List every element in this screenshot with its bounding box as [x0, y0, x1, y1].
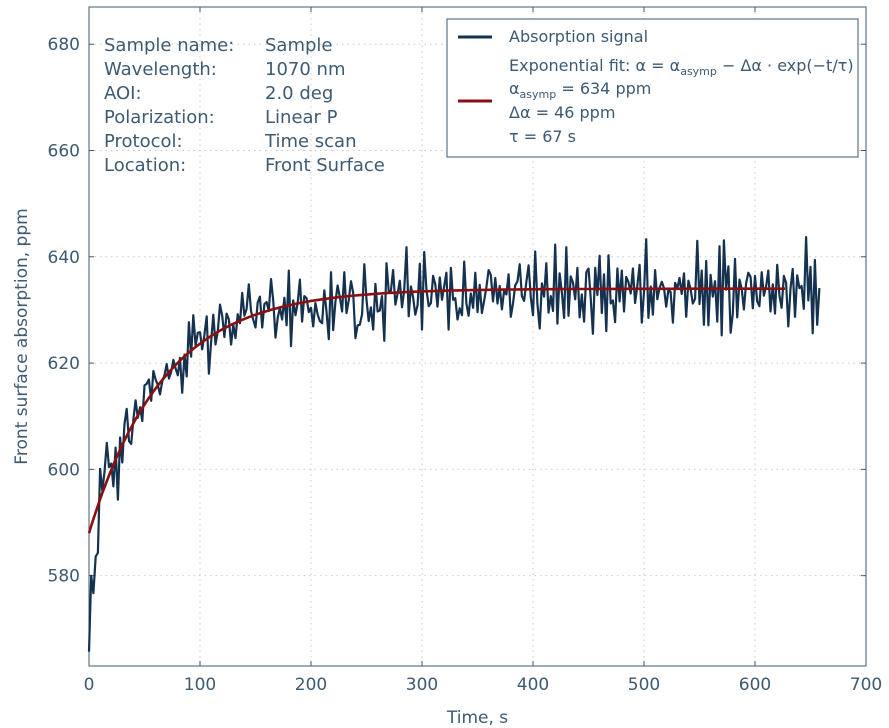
info-value-protocol: Time scan — [264, 131, 357, 152]
info-key-protocol: Protocol: — [104, 131, 183, 152]
info-block: Sample name: Sample Wavelength: 1070 nm … — [104, 35, 385, 176]
param1-subscript: asymp — [520, 88, 557, 101]
param1-symbol: α — [509, 79, 520, 98]
param1-value: = 634 ppm — [556, 79, 651, 98]
series-line-exponential-fit — [87, 287, 785, 534]
info-key-aoi: AOI: — [104, 83, 142, 104]
series-line-absorption-signal — [87, 236, 821, 652]
legend-label-absorption-signal: Absorption signal — [509, 27, 648, 46]
info-key-sample-name: Sample name: — [104, 35, 234, 56]
y-tick-label: 600 — [48, 460, 80, 480]
legend-param-delta-alpha: Δα = 46 ppm — [509, 103, 615, 122]
y-axis-title: Front surface absorption, ppm — [12, 208, 32, 464]
y-tick-label: 660 — [48, 141, 80, 161]
legend-param-tau: τ = 67 s — [509, 127, 576, 146]
legend: Absorption signal Exponential fit: α = α… — [446, 18, 859, 158]
y-tick-label: 620 — [48, 354, 80, 374]
x-tick-label: 0 — [84, 675, 95, 695]
legend-label-exponential-fit: Exponential fit: α = αasymp − Δα · exp(−… — [509, 56, 854, 78]
info-key-wavelength: Wavelength: — [104, 59, 217, 80]
fit-label-subscript: asymp — [680, 65, 717, 78]
info-value-aoi: 2.0 deg — [265, 83, 333, 104]
x-tick-label: 300 — [406, 675, 438, 695]
info-value-wavelength: 1070 nm — [265, 59, 345, 80]
info-key-polarization: Polarization: — [104, 107, 215, 128]
x-tick-labels: 0 100 200 300 400 500 600 700 — [84, 675, 883, 695]
x-tick-label: 700 — [850, 675, 882, 695]
info-value-location: Front Surface — [265, 155, 385, 176]
x-tick-label: 100 — [184, 675, 216, 695]
x-tick-label: 600 — [739, 675, 771, 695]
legend-box — [446, 18, 859, 158]
info-value-sample-name: Sample — [265, 35, 333, 56]
x-tick-label: 200 — [295, 675, 327, 695]
fit-label-tail: − Δα · exp(−t/τ) — [717, 56, 854, 75]
x-tick-label: 500 — [628, 675, 660, 695]
info-value-polarization: Linear P — [265, 107, 338, 128]
y-tick-label: 680 — [48, 35, 80, 55]
plot-frame — [88, 6, 867, 667]
legend-param-alpha-asymp: αasymp = 634 ppm — [509, 79, 651, 101]
x-axis-title: Time, s — [446, 708, 508, 728]
y-tick-label: 640 — [48, 248, 80, 268]
y-tick-labels: 580 600 620 640 660 680 — [48, 35, 80, 586]
data-lines — [87, 236, 821, 652]
tick-marks — [88, 7, 867, 666]
info-key-location: Location: — [104, 155, 186, 176]
x-tick-label: 400 — [517, 675, 549, 695]
fit-label-main: Exponential fit: α = α — [509, 56, 680, 75]
y-tick-label: 580 — [48, 567, 80, 587]
